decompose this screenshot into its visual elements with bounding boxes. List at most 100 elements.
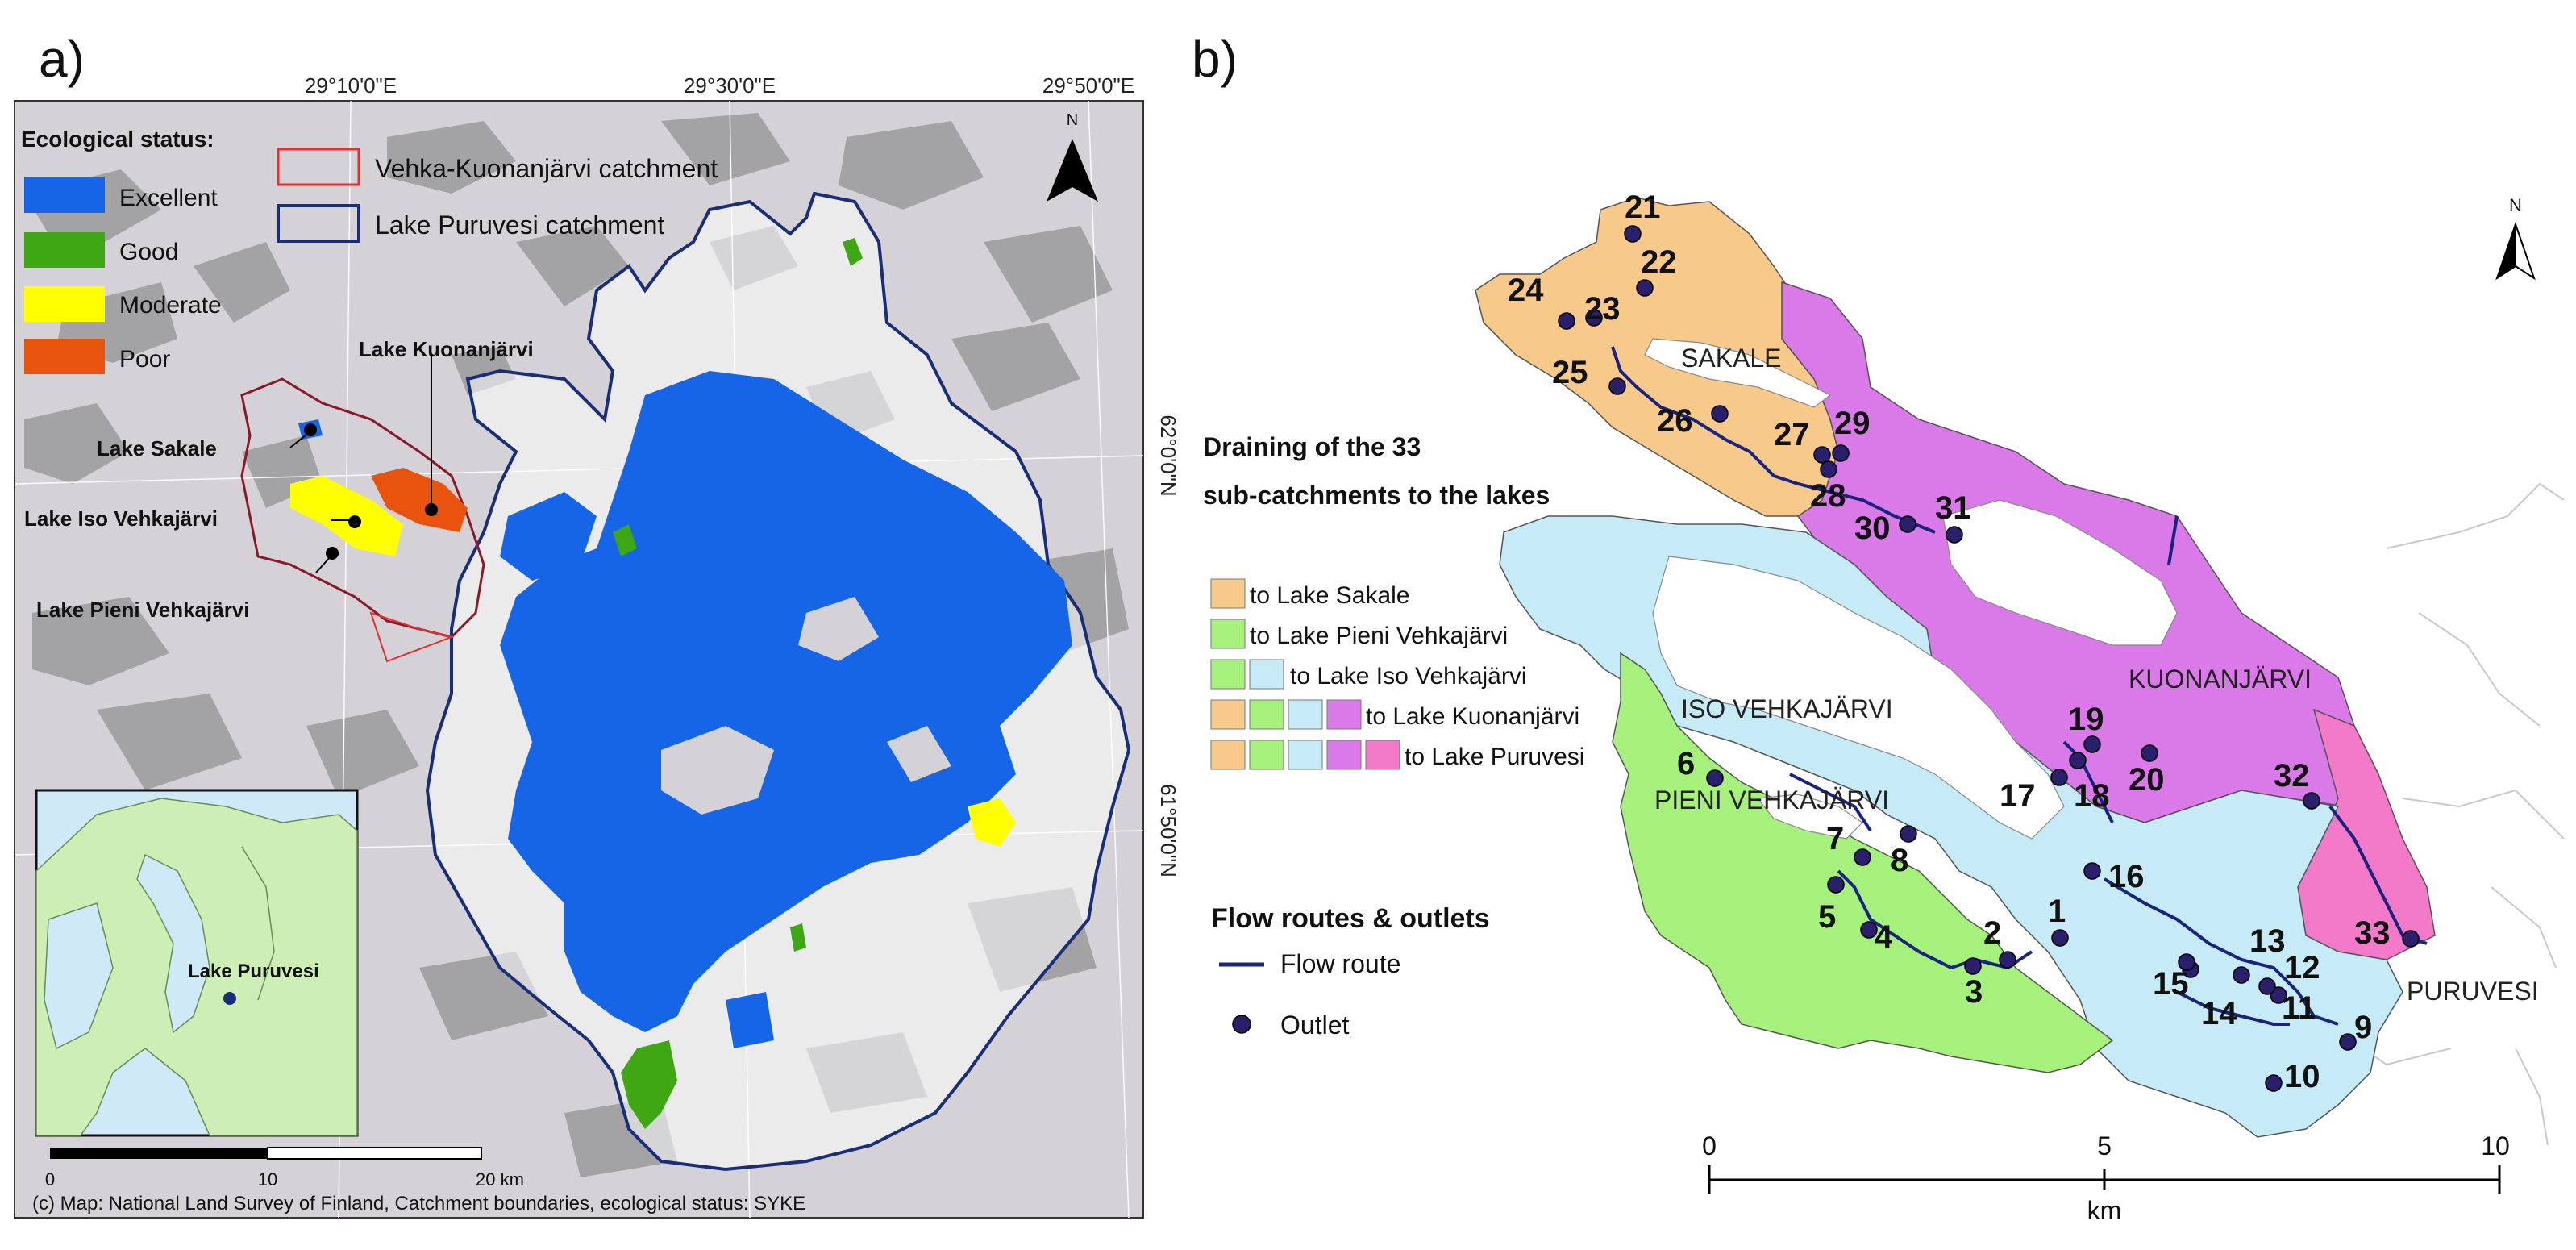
outlet-27 xyxy=(1813,446,1831,464)
num-32: 32 xyxy=(2274,758,2310,794)
coord-label-lon3: 29°50'0"E xyxy=(1042,73,1134,98)
good-lakes xyxy=(613,238,863,1129)
lake-name-kuonanjarvi: KUONANJÄRVI xyxy=(2129,665,2312,694)
outlet-3 xyxy=(1964,957,1982,975)
num-20: 20 xyxy=(2129,762,2165,798)
outlet-12 xyxy=(2258,977,2276,995)
outlet-15 xyxy=(2178,953,2195,971)
outlet-1 xyxy=(2051,929,2069,947)
flow-routes xyxy=(1611,346,2428,1026)
num-8: 8 xyxy=(1891,843,1908,878)
num-1: 1 xyxy=(2048,894,2066,929)
legend-to-iso: to Lake Iso Vehkajärvi xyxy=(1290,663,1527,690)
lake-name-puruvesi: PURUVESI xyxy=(2407,977,2539,1006)
outlet-5 xyxy=(1827,876,1845,894)
lake-names-b: SAKALE ISO VEHKAJÄRVI PIENI VEHKAJÄRVI K… xyxy=(1654,344,2539,1006)
lake-iso-vehkajarvi-shape xyxy=(1652,556,2065,840)
num-4: 4 xyxy=(1875,919,1893,955)
outlet-6 xyxy=(1706,769,1724,787)
lake-kuonanjarvi-shape xyxy=(1942,499,2178,646)
swatch-excellent xyxy=(24,177,105,213)
outlet-swatch xyxy=(1232,1015,1251,1034)
outlet-7 xyxy=(1854,848,1871,866)
scale-b-unit: km xyxy=(2087,1196,2122,1225)
outlet-26 xyxy=(1711,405,1729,423)
north-arrow-b: N xyxy=(2495,195,2536,281)
poor-lake-kuonanjarvi xyxy=(371,468,468,532)
outlet-22 xyxy=(1636,279,1654,297)
north-label-b: N xyxy=(2509,195,2522,215)
swatch-puruvesi-catchment xyxy=(277,204,360,243)
num-13: 13 xyxy=(2249,923,2286,959)
num-12: 12 xyxy=(2284,950,2320,985)
inset-map: Lake Puruvesi xyxy=(35,789,359,1137)
panel-b-title-2: sub-catchments to the lakes xyxy=(1203,481,1550,510)
outlet-29 xyxy=(1832,444,1850,462)
drainage-legend: to Lake Sakale to Lake Pieni Vehkajärvi … xyxy=(1210,578,1584,770)
excellent-lakes xyxy=(298,371,1072,1048)
scale-b-0: 0 xyxy=(1702,1131,1717,1160)
lake-sakale-shape xyxy=(1644,338,1832,408)
num-15: 15 xyxy=(2153,966,2189,1002)
num-7: 7 xyxy=(1826,821,1844,856)
label-lake-iso-vehkajarvi: Lake Iso Vehkajärvi xyxy=(24,506,218,531)
scale-a-10: 10 xyxy=(258,1169,277,1190)
num-11: 11 xyxy=(2282,990,2316,1026)
moderate-lakes xyxy=(290,476,1016,847)
outlet-2 xyxy=(1999,951,2016,969)
num-21: 21 xyxy=(1625,190,1661,225)
scale-b-5: 5 xyxy=(2097,1131,2112,1160)
inset-lake-puruvesi-marker xyxy=(223,992,236,1005)
scale-bar-b: 0 5 10 km xyxy=(1702,1131,2510,1225)
legend-vehka-catchment: Vehka-Kuonanjärvi catchment xyxy=(375,154,718,183)
panel-a-label: a) xyxy=(39,30,85,88)
lake-name-sakale: SAKALE xyxy=(1681,344,1782,373)
panel-a: a) 29°10'0"E 29°30'0"E 29°50'0"E 62°0'0"… xyxy=(14,30,1180,1219)
scale-a-0: 0 xyxy=(45,1169,55,1190)
outlet-16 xyxy=(2083,862,2101,880)
outlet-24 xyxy=(1558,312,1575,330)
num-33: 33 xyxy=(2354,915,2391,951)
outlet-19 xyxy=(2083,735,2101,753)
swatch-moderate xyxy=(24,286,105,322)
outlet-20 xyxy=(2141,744,2158,762)
legend-moderate: Moderate xyxy=(119,292,222,319)
swatch-vehka-catchment xyxy=(277,148,360,186)
lake-name-iso-vehkajarvi: ISO VEHKAJÄRVI xyxy=(1681,694,1893,723)
lake-name-pieni-vehkajarvi: PIENI VEHKAJÄRVI xyxy=(1654,785,1889,815)
outlet-33 xyxy=(2402,930,2420,948)
legend-to-kuonanjarvi: to Lake Kuonanjärvi xyxy=(1366,703,1579,730)
num-19: 19 xyxy=(2068,702,2104,737)
num-22: 22 xyxy=(1641,244,1677,280)
num-24: 24 xyxy=(1508,273,1544,308)
outlets xyxy=(1558,225,2420,1092)
legend-good: Good xyxy=(119,239,178,265)
num-28: 28 xyxy=(1810,478,1846,514)
num-6: 6 xyxy=(1677,746,1695,781)
num-27: 27 xyxy=(1774,417,1810,452)
num-26: 26 xyxy=(1657,403,1693,439)
panel-b-title-1: Draining of the 33 xyxy=(1203,432,1421,461)
legend-puruvesi-catchment: Lake Puruvesi catchment xyxy=(375,210,664,240)
outlet-32 xyxy=(2303,792,2320,810)
num-3: 3 xyxy=(1965,974,1983,1010)
legend-title: Ecological status: xyxy=(21,127,214,152)
lake-markers xyxy=(289,355,438,573)
num-10: 10 xyxy=(2284,1059,2320,1094)
swatch-poor xyxy=(24,339,105,374)
num-29: 29 xyxy=(1834,406,1871,441)
scale-a-20: 20 km xyxy=(476,1169,524,1190)
legend-excellent: Excellent xyxy=(119,185,218,211)
outlet-21 xyxy=(1624,225,1642,243)
num-23: 23 xyxy=(1584,291,1621,327)
outlet-9 xyxy=(2339,1033,2357,1051)
num-9: 9 xyxy=(2354,1010,2372,1045)
outlet-label: Outlet xyxy=(1280,1010,1349,1040)
vehka-red-boundary xyxy=(369,611,455,663)
coord-label-lon2: 29°30'0"E xyxy=(684,73,776,98)
outlet-10 xyxy=(2265,1074,2283,1092)
num-14: 14 xyxy=(2201,996,2237,1031)
coord-label-lat1: 62°0'0"N xyxy=(1156,415,1180,496)
num-30: 30 xyxy=(1854,510,1891,546)
